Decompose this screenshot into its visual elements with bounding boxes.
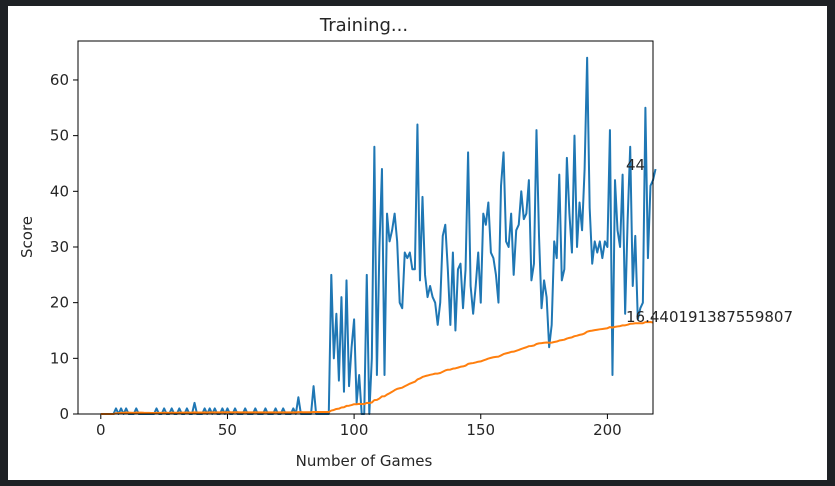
y-tick-label: 0 [59, 405, 69, 423]
y-tick-label: 30 [50, 238, 69, 256]
y-tick-label: 60 [50, 71, 69, 89]
score-series-line [100, 56, 657, 415]
x-tick-label: 100 [340, 421, 369, 439]
y-tick-label: 20 [50, 294, 69, 312]
end-label-mean-score: 16.440191387559807 [626, 308, 793, 326]
plot-content: 0 50 100 150 200 0 10 20 30 40 50 60 [50, 56, 657, 439]
y-tick-label: 50 [50, 127, 69, 145]
y-tick-label: 10 [50, 349, 69, 367]
end-label-score: 44 [626, 156, 645, 174]
x-tick-label: 0 [96, 421, 106, 439]
mean-score-series-line [100, 321, 654, 415]
y-axis-label: Score [18, 216, 36, 258]
chart-figure: Training... Number of Games Score 0 50 100… [8, 6, 827, 480]
x-tick-label: 150 [466, 421, 495, 439]
chart-svg: Training... Number of Games Score 0 50 100… [18, 15, 793, 470]
chart-title: Training... [319, 15, 408, 36]
x-tick-label: 50 [218, 421, 237, 439]
y-tick-label: 40 [50, 182, 69, 200]
plot-frame [77, 40, 654, 415]
x-axis-label: Number of Games [296, 452, 433, 470]
x-tick-label: 200 [593, 421, 622, 439]
